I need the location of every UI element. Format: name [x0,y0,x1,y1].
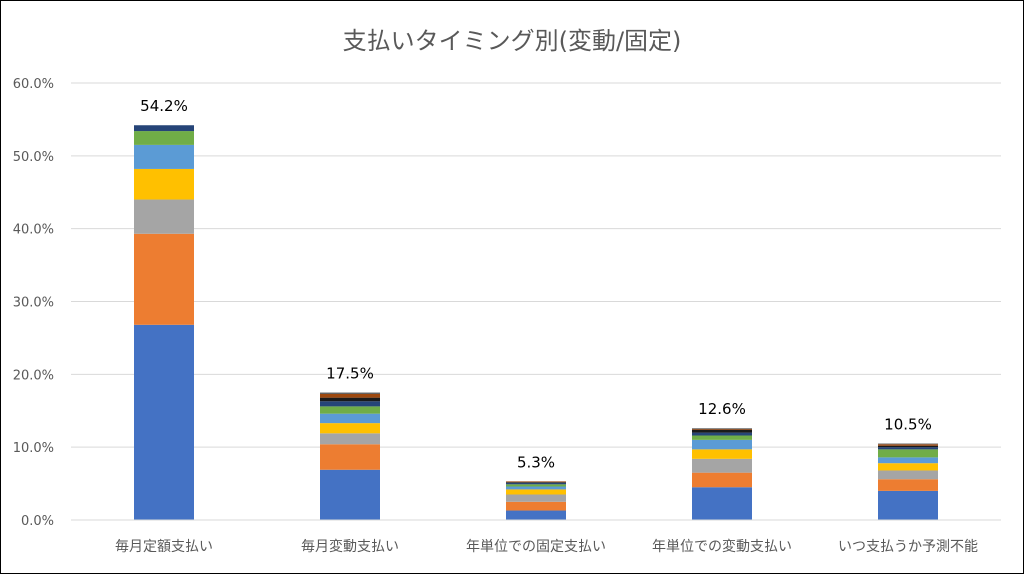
bar-segment [692,487,752,520]
bar-segment [878,447,938,450]
bar-segment [506,489,566,495]
bar-segment [320,413,380,424]
total-data-label: 10.5% [884,416,932,434]
bar-segment [692,428,752,429]
bar-segment [320,393,380,398]
bar-segment [506,484,566,487]
bar-segment [134,144,194,169]
y-tick-label: 20.0% [13,368,54,383]
bar-segment [878,443,938,445]
chart-title: 支払いタイミング別(変動/固定) [342,27,682,55]
bar-segment [320,406,380,414]
x-tick-label: いつ支払うか予測不能 [838,539,978,555]
bar-segment [878,490,938,520]
bar-segment [878,479,938,491]
bar-segment [134,131,194,145]
bar-segment [134,168,194,200]
bar-segment [506,510,566,520]
y-tick-label: 40.0% [13,223,54,238]
bar-segment [692,432,752,436]
bar-segment [320,444,380,470]
bar-segment [692,458,752,473]
bar-segment [320,423,380,434]
bar-segment [134,233,194,325]
bar-segment [506,501,566,511]
y-tick-label: 50.0% [13,150,54,165]
x-tick-label: 年単位での固定支払い [466,539,606,555]
bar-segment [878,463,938,471]
bar-segment [692,449,752,459]
bar-segment [320,397,380,402]
y-tick-label: 30.0% [13,296,54,311]
bar-segment [134,125,194,132]
bar-segment [878,449,938,458]
bar-segment [320,401,380,407]
bar-segment [506,486,566,490]
bar-segment [878,470,938,480]
x-tick-label: 毎月定額支払い [115,539,213,555]
total-data-label: 17.5% [326,365,374,383]
x-tick-label: 毎月変動支払い [301,538,399,555]
bar-segment [506,482,566,483]
bar-segment [692,472,752,488]
bar-segment [320,469,380,520]
bar-segment [506,494,566,502]
y-tick-label: 0.0% [21,514,54,529]
bar-segment [320,433,380,445]
bar-segment [692,429,752,433]
bar-segment [320,392,380,394]
bar-segment [134,324,194,520]
bar-segment [692,439,752,450]
bar-segment [506,481,566,483]
bar-segment [134,199,194,234]
bar-segment [878,457,938,464]
total-data-label: 5.3% [517,453,555,471]
y-tick-label: 10.0% [13,441,54,456]
total-data-label: 54.2% [140,97,188,115]
bar-segment [692,428,752,430]
x-tick-label: 年単位での変動支払い [652,538,792,555]
bar-segment [878,445,938,448]
bar-segment [692,435,752,440]
y-tick-label: 60.0% [13,77,54,92]
total-data-label: 12.6% [698,400,746,418]
bar-segment [506,482,566,485]
bar-segment [878,444,938,446]
